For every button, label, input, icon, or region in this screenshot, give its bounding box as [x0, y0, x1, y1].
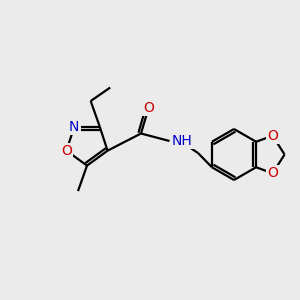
Text: N: N	[69, 119, 80, 134]
Text: O: O	[267, 129, 278, 143]
Text: NH: NH	[172, 134, 193, 148]
Text: O: O	[143, 101, 154, 115]
Text: O: O	[61, 144, 72, 158]
Text: O: O	[267, 166, 278, 180]
